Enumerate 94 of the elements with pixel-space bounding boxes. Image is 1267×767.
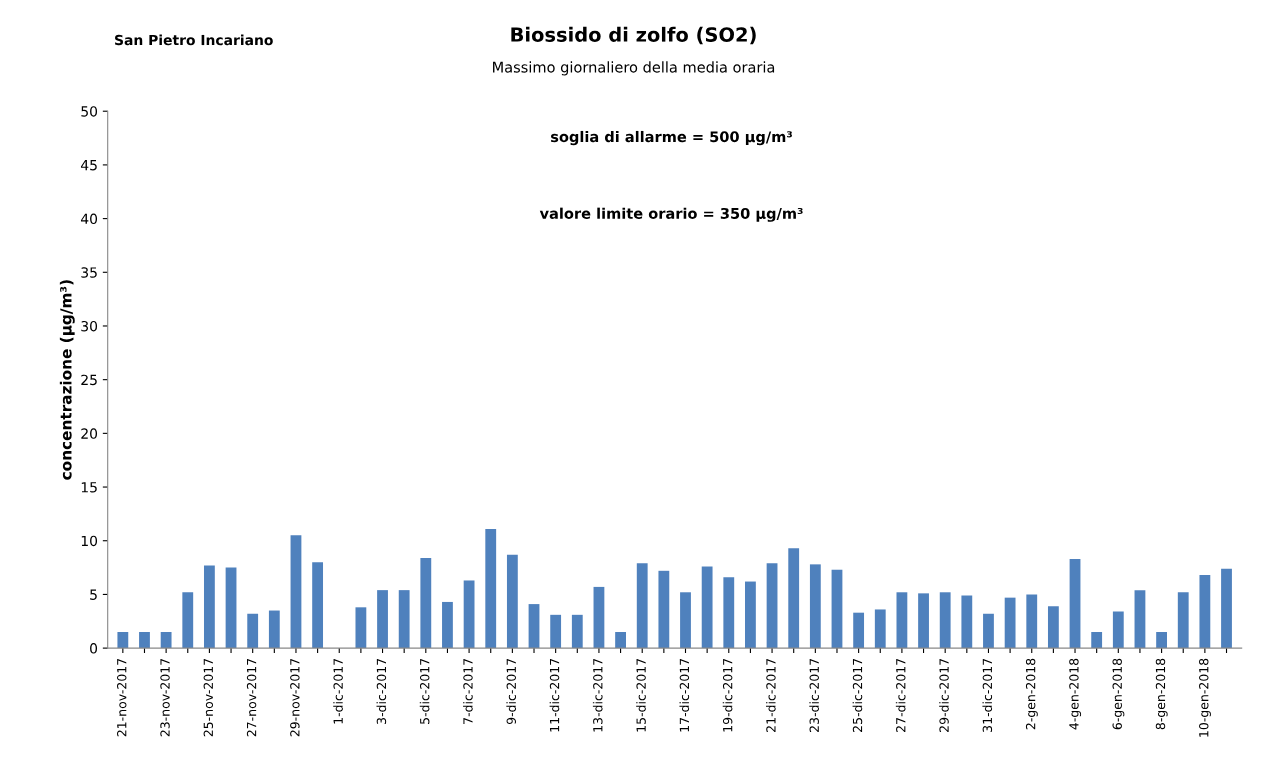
- bar: [615, 632, 626, 649]
- x-tick-label: 9-dic-2017: [506, 658, 516, 725]
- x-tick-label: 29-dic-2017: [939, 658, 949, 732]
- x-tick-label: 27-nov-2017: [246, 658, 257, 737]
- bar: [550, 614, 562, 649]
- bar: [117, 632, 129, 649]
- bar: [1199, 575, 1211, 649]
- y-tick-label: 35: [81, 267, 97, 278]
- annotation: soglia di allarme = 500 µg/m³: [551, 130, 792, 146]
- bar: [658, 570, 670, 649]
- bar: [636, 563, 648, 649]
- y-tick-label: 5: [90, 589, 97, 600]
- bar: [831, 569, 843, 649]
- bar: [983, 613, 994, 649]
- chart-title: Biossido di zolfo (SO2): [511, 26, 756, 45]
- x-tick-label: 13-dic-2017: [592, 658, 603, 732]
- bar: [853, 612, 865, 649]
- x-tick-label: 21-nov-2017: [117, 658, 127, 737]
- bar: [788, 548, 800, 649]
- x-tick-label: 31-dic-2017: [982, 658, 993, 732]
- x-tick-label: 1-dic-2017: [333, 658, 343, 724]
- x-tick-label: 19-dic-2017: [722, 658, 733, 732]
- x-tick-label: 3-dic-2017: [376, 658, 387, 724]
- bar: [377, 590, 388, 649]
- x-tick-label: 6-gen-2018: [1112, 658, 1125, 730]
- bar: [1004, 597, 1016, 649]
- bar: [506, 554, 518, 649]
- y-tick-label: 10: [81, 535, 98, 547]
- bar: [571, 614, 583, 649]
- bar: [420, 557, 432, 649]
- bar: [1047, 606, 1059, 649]
- bar: [204, 565, 215, 649]
- x-tick-label: 25-nov-2017: [203, 658, 214, 737]
- x-tick-label: 7-dic-2017: [463, 658, 473, 724]
- bar: [312, 562, 324, 649]
- y-tick-label: 15: [81, 482, 97, 493]
- chart-subtitle: Massimo giornaliero della media oraria: [493, 61, 775, 76]
- bar: [139, 632, 150, 649]
- bar: [939, 592, 951, 649]
- x-tick-label: 23-nov-2017: [160, 658, 170, 737]
- bar: [1156, 632, 1167, 649]
- bar: [1112, 611, 1124, 649]
- bar: [723, 577, 735, 649]
- bar: [701, 566, 713, 649]
- bar: [182, 592, 194, 649]
- text: San Pietro Incariano: [115, 34, 273, 46]
- bar: [1134, 590, 1146, 649]
- annotation: valore limite orario = 350 µg/m³: [539, 207, 803, 222]
- y-tick-label: 50: [81, 106, 98, 117]
- bar: [593, 586, 605, 649]
- y-axis-title: concentrazione (µg/m³): [59, 280, 75, 480]
- bar: [874, 609, 886, 649]
- bar: [463, 580, 475, 649]
- y-tick-label: 45: [80, 160, 97, 171]
- x-tick-label: 15-dic-2017: [636, 658, 646, 732]
- bar: [442, 601, 453, 649]
- bar: [268, 610, 280, 649]
- x-tick-label: 2-gen-2018: [1025, 658, 1038, 730]
- bar: [918, 593, 929, 649]
- x-tick-label: 25-dic-2017: [852, 658, 863, 732]
- y-tick-label: 30: [81, 320, 98, 332]
- x-tick-label: 10-gen-2018: [1199, 658, 1211, 737]
- bar: [961, 595, 973, 649]
- bar: [225, 567, 237, 649]
- x-tick-label: 5-dic-2017: [419, 658, 430, 724]
- bar: [290, 535, 302, 649]
- bar: [896, 592, 908, 649]
- bar: [398, 590, 410, 649]
- x-tick-label: 29-nov-2017: [290, 658, 300, 737]
- y-tick-label: 20: [81, 428, 98, 439]
- bar: [1026, 594, 1038, 649]
- bar: [160, 632, 172, 649]
- y-tick-label: 0: [90, 643, 98, 654]
- bar: [247, 613, 259, 649]
- bar: [1069, 558, 1081, 649]
- x-tick-label: 17-dic-2017: [679, 658, 690, 732]
- bar: [745, 581, 756, 649]
- bar: [809, 564, 821, 649]
- x-tick-label: 4-gen-2018: [1069, 658, 1082, 730]
- bar: [528, 604, 540, 649]
- x-tick-label: 21-dic-2017: [766, 658, 776, 732]
- bar: [680, 592, 691, 649]
- x-tick-label: 27-dic-2017: [895, 658, 906, 732]
- bar: [485, 528, 497, 649]
- x-tick-label: 23-dic-2017: [809, 658, 819, 732]
- x-tick-label: 11-dic-2017: [549, 658, 560, 732]
- y-tick-label: 40: [80, 213, 98, 225]
- y-tick-label: 25: [81, 374, 97, 386]
- x-tick-label: 8-gen-2018: [1155, 658, 1168, 730]
- bar: [1091, 632, 1103, 649]
- bar: [1221, 568, 1232, 649]
- bar: [766, 563, 778, 649]
- bar: [1177, 592, 1189, 649]
- bar: [355, 607, 367, 649]
